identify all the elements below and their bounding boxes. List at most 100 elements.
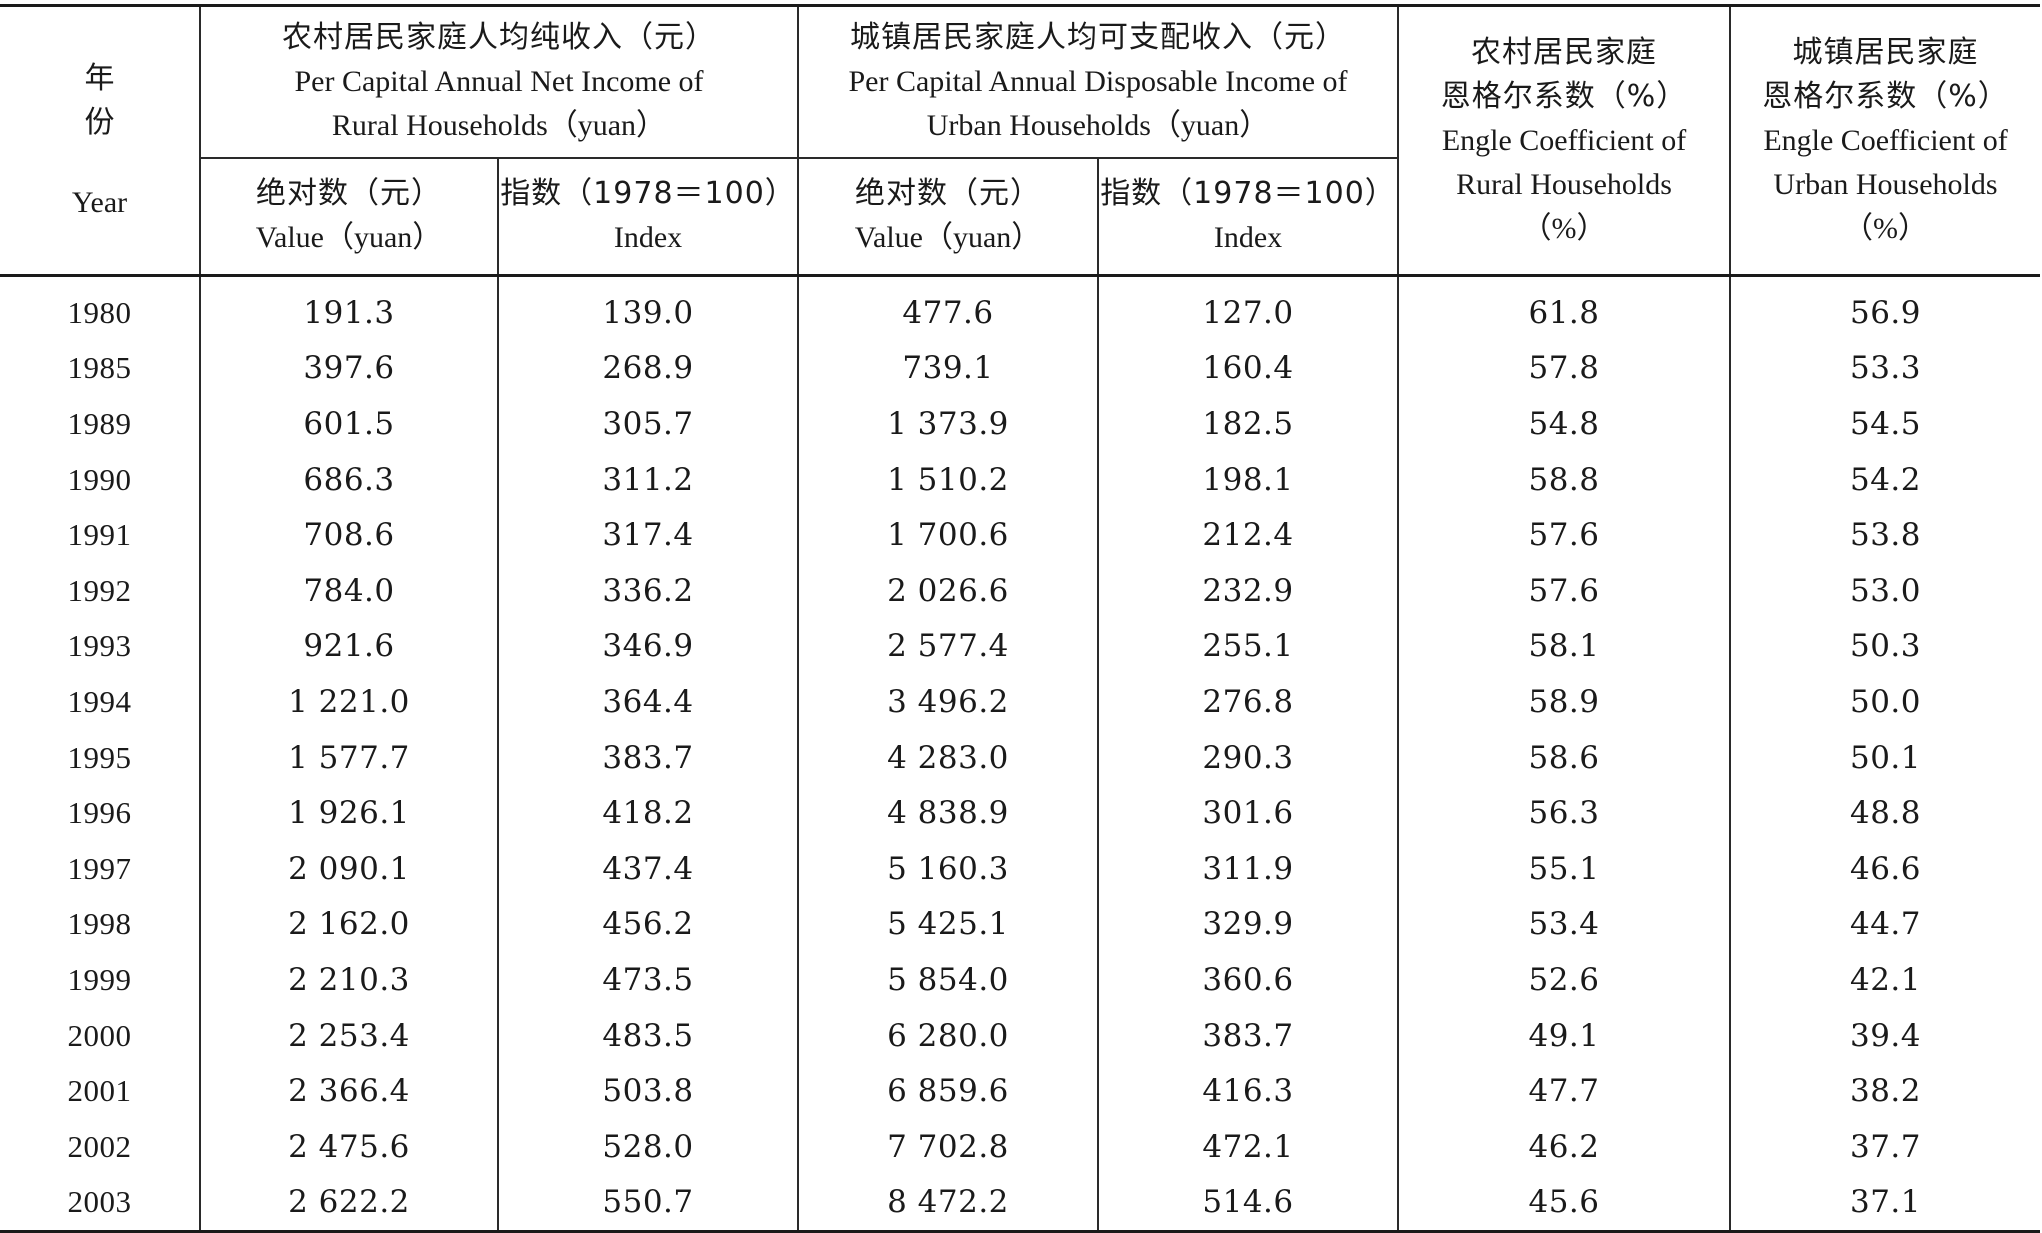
cell-urban-index: 290.3 bbox=[1097, 729, 1398, 786]
header-year-zh: 年 份 bbox=[84, 60, 177, 140]
cell-urban-value: 5 425.1 bbox=[797, 896, 1098, 953]
cell-rural-engel: 57.8 bbox=[1397, 340, 1730, 397]
header-rural-value: 绝对数（元） Value（yuan） bbox=[199, 157, 498, 277]
cell-rural-engel: 57.6 bbox=[1397, 562, 1730, 619]
cell-year: 1995 bbox=[67, 739, 132, 775]
cell-urban-value: 1 373.9 bbox=[797, 396, 1098, 452]
cell-urban-index: 255.1 bbox=[1097, 618, 1398, 675]
cell-urban-engel: 37.1 bbox=[1729, 1174, 2040, 1233]
cell-rural-index: 456.2 bbox=[497, 896, 798, 953]
cell-year: 2002 bbox=[67, 1128, 132, 1164]
cell-year: 1997 bbox=[67, 850, 132, 886]
cell-urban-value: 3 496.2 bbox=[797, 674, 1098, 730]
table-row: 1991 708.6 317.4 1 700.6 212.4 57.6 53.8 bbox=[0, 507, 2040, 563]
table-row: 1985 397.6 268.9 739.1 160.4 57.8 53.3 bbox=[0, 340, 2040, 397]
cell-rural-engel: 45.6 bbox=[1397, 1174, 1730, 1233]
cell-urban-engel: 50.0 bbox=[1729, 674, 2040, 730]
header-urban-index-zh: 指数（1978＝100） bbox=[1100, 176, 1396, 212]
cell-rural-value: 1 221.0 bbox=[199, 674, 498, 730]
cell-year: 1998 bbox=[67, 906, 132, 942]
cell-year: 1985 bbox=[67, 350, 132, 386]
table-header: 年 份 Year 农村居民家庭人均纯收入（元） Per Capital Annu… bbox=[0, 4, 2040, 277]
cell-year: 1990 bbox=[67, 461, 132, 497]
header-urban-income-zh: 城镇居民家庭人均可支配收入（元） bbox=[850, 19, 1346, 55]
cell-rural-engel: 57.6 bbox=[1397, 507, 1730, 563]
cell-urban-value: 4 838.9 bbox=[797, 785, 1098, 841]
income-engel-table: 年 份 Year 农村居民家庭人均纯收入（元） Per Capital Annu… bbox=[0, 4, 2040, 1233]
cell-rural-index: 317.4 bbox=[497, 507, 798, 563]
cell-year: 1993 bbox=[67, 628, 132, 664]
cell-year: 1989 bbox=[67, 405, 132, 441]
cell-urban-value: 5 160.3 bbox=[797, 840, 1098, 897]
cell-rural-index: 550.7 bbox=[497, 1174, 798, 1233]
table-row: 2002 2 475.6 528.0 7 702.8 472.1 46.2 37.7 bbox=[0, 1118, 2040, 1175]
cell-urban-index: 160.4 bbox=[1097, 340, 1398, 397]
cell-urban-engel: 39.4 bbox=[1729, 1007, 2040, 1064]
header-year-en: Year bbox=[71, 185, 128, 219]
cell-urban-index: 383.7 bbox=[1097, 1007, 1398, 1064]
table-row: 2003 2 622.2 550.7 8 472.2 514.6 45.6 37.1 bbox=[0, 1174, 2040, 1233]
cell-rural-engel: 53.4 bbox=[1397, 896, 1730, 953]
cell-rural-value: 2 622.2 bbox=[199, 1174, 498, 1233]
cell-rural-index: 346.9 bbox=[497, 618, 798, 675]
table-row: 1998 2 162.0 456.2 5 425.1 329.9 53.4 44.7 bbox=[0, 896, 2040, 953]
cell-rural-index: 383.7 bbox=[497, 729, 798, 786]
table-row: 2000 2 253.4 483.5 6 280.0 383.7 49.1 39.4 bbox=[0, 1007, 2040, 1064]
cell-urban-value: 6 859.6 bbox=[797, 1063, 1098, 1119]
cell-rural-index: 336.2 bbox=[497, 562, 798, 619]
cell-year: 1980 bbox=[67, 294, 132, 330]
cell-rural-value: 2 475.6 bbox=[199, 1118, 498, 1175]
cell-urban-value: 2 577.4 bbox=[797, 618, 1098, 675]
cell-urban-index: 472.1 bbox=[1097, 1118, 1398, 1175]
cell-rural-engel: 52.6 bbox=[1397, 952, 1730, 1008]
cell-urban-engel: 50.3 bbox=[1729, 618, 2040, 675]
header-rural-engel-en1: Engle Coefficient of bbox=[1441, 123, 1687, 157]
cell-rural-engel: 61.8 bbox=[1397, 275, 1730, 341]
cell-urban-index: 301.6 bbox=[1097, 785, 1398, 841]
cell-year: 1991 bbox=[67, 517, 132, 553]
cell-rural-index: 311.2 bbox=[497, 451, 798, 508]
cell-urban-index: 276.8 bbox=[1097, 674, 1398, 730]
cell-urban-engel: 54.5 bbox=[1729, 396, 2040, 452]
header-rural-income-zh: 农村居民家庭人均纯收入（元） bbox=[282, 19, 716, 55]
cell-urban-value: 2 026.6 bbox=[797, 562, 1098, 619]
header-urban-engel-en3: （%） bbox=[1843, 211, 1928, 245]
table-row: 1993 921.6 346.9 2 577.4 255.1 58.1 50.3 bbox=[0, 618, 2040, 675]
cell-year: 2000 bbox=[67, 1017, 132, 1053]
table-row: 2001 2 366.4 503.8 6 859.6 416.3 47.7 38.2 bbox=[0, 1063, 2040, 1119]
cell-rural-value: 601.5 bbox=[199, 396, 498, 452]
header-urban-income-en2: Urban Households（yuan） bbox=[926, 108, 1270, 142]
cell-urban-engel: 42.1 bbox=[1729, 952, 2040, 1008]
cell-rural-value: 2 253.4 bbox=[199, 1007, 498, 1064]
header-urban-engel-zh2: 恩格尔系数（%） bbox=[1762, 78, 2009, 114]
cell-urban-value: 1 510.2 bbox=[797, 451, 1098, 508]
cell-rural-index: 483.5 bbox=[497, 1007, 798, 1064]
cell-rural-index: 473.5 bbox=[497, 952, 798, 1008]
cell-rural-value: 921.6 bbox=[199, 618, 498, 675]
cell-urban-engel: 53.0 bbox=[1729, 562, 2040, 619]
cell-urban-value: 477.6 bbox=[797, 275, 1098, 341]
cell-rural-value: 708.6 bbox=[199, 507, 498, 563]
cell-urban-value: 7 702.8 bbox=[797, 1118, 1098, 1175]
cell-year: 1999 bbox=[67, 961, 132, 997]
header-rural-index-zh: 指数（1978＝100） bbox=[500, 176, 796, 212]
cell-urban-index: 127.0 bbox=[1097, 275, 1398, 341]
header-urban-engel-zh1: 城镇居民家庭 bbox=[1792, 34, 1979, 70]
cell-urban-engel: 37.7 bbox=[1729, 1118, 2040, 1175]
table-row: 1999 2 210.3 473.5 5 854.0 360.6 52.6 42.1 bbox=[0, 952, 2040, 1008]
cell-urban-engel: 56.9 bbox=[1729, 275, 2040, 341]
cell-urban-value: 1 700.6 bbox=[797, 507, 1098, 563]
header-urban-engel: 城镇居民家庭 恩格尔系数（%） Engle Coefficient of Urb… bbox=[1729, 4, 2040, 277]
header-rural-engel: 农村居民家庭 恩格尔系数（%） Engle Coefficient of Rur… bbox=[1397, 4, 1730, 277]
header-urban-index: 指数（1978＝100） Index bbox=[1097, 157, 1398, 277]
cell-rural-value: 2 162.0 bbox=[199, 896, 498, 953]
header-rural-index-en: Index bbox=[613, 221, 683, 255]
header-year: 年 份 Year bbox=[0, 4, 200, 277]
cell-urban-engel: 53.8 bbox=[1729, 507, 2040, 563]
cell-rural-index: 528.0 bbox=[497, 1118, 798, 1175]
cell-urban-engel: 46.6 bbox=[1729, 840, 2040, 897]
cell-urban-index: 514.6 bbox=[1097, 1174, 1398, 1233]
cell-year: 2003 bbox=[0, 1174, 200, 1233]
header-rural-engel-en3: （%） bbox=[1521, 211, 1607, 245]
cell-urban-engel: 54.2 bbox=[1729, 451, 2040, 508]
